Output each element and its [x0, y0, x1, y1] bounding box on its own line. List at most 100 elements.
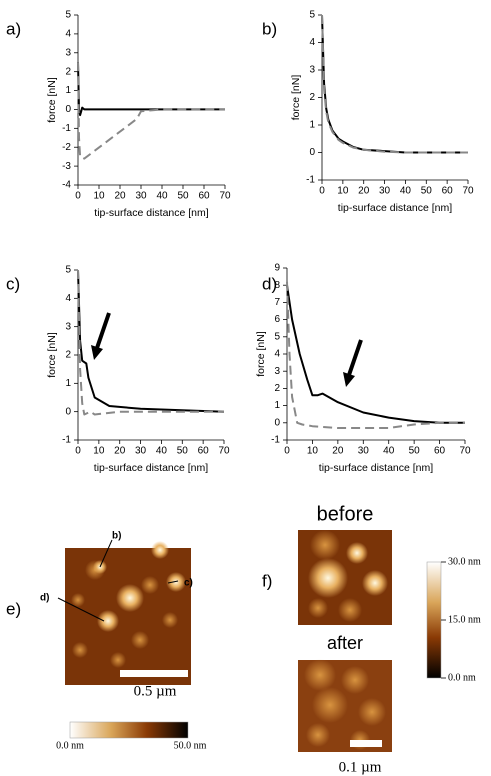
x-tick-label: 40 — [156, 191, 168, 202]
x-tick-label: 40 — [156, 446, 168, 457]
y-tick-label: -1 — [62, 435, 71, 446]
y-tick-label: 2 — [65, 350, 71, 361]
y-axis-title: force [nN] — [46, 77, 58, 123]
x-tick-label: 60 — [442, 186, 454, 197]
panel-label: c) — [6, 274, 20, 293]
y-tick-label: 4 — [309, 37, 315, 48]
y-tick-label: 2 — [309, 92, 315, 103]
x-tick-label: 10 — [93, 446, 105, 457]
x-tick-label: 30 — [358, 446, 370, 457]
force-curve — [77, 269, 225, 413]
colorbar-label: 50.0 nm — [174, 740, 207, 751]
y-axis-title: force [nN] — [255, 331, 267, 377]
x-tick-label: 30 — [135, 446, 147, 457]
x-tick-label: 0 — [75, 446, 81, 457]
panel-label: a) — [6, 19, 21, 38]
y-tick-label: 3 — [309, 65, 315, 76]
x-tick-label: 10 — [307, 446, 319, 457]
x-tick-label: 60 — [198, 446, 210, 457]
colorbar-label: 0.0 nm — [56, 740, 84, 751]
y-tick-label: 5 — [274, 331, 280, 342]
x-axis-title: tip-surface distance [nm] — [94, 462, 208, 474]
x-tick-label: 70 — [462, 186, 474, 197]
x-tick-label: 50 — [421, 186, 433, 197]
x-axis-title: tip-surface distance [nm] — [94, 207, 208, 219]
y-tick-label: 3 — [274, 366, 280, 377]
x-tick-label: 70 — [218, 446, 230, 457]
image-title: before — [317, 503, 374, 525]
y-tick-label: 0 — [65, 406, 71, 417]
x-tick-label: 0 — [319, 186, 325, 197]
y-tick-label: 1 — [309, 120, 315, 131]
colorbar-e — [69, 721, 189, 739]
scale-bar-label: 0.1 µm — [339, 759, 382, 775]
afm-image-before — [298, 530, 392, 625]
colorbar-f — [426, 561, 442, 679]
x-tick-label: 70 — [459, 446, 471, 457]
x-tick-label: 30 — [379, 186, 391, 197]
y-tick-label: 0 — [274, 417, 280, 428]
x-tick-label: 0 — [75, 191, 81, 202]
y-tick-label: -1 — [306, 175, 315, 186]
y-tick-label: -1 — [62, 123, 71, 134]
y-axis-title: force [nN] — [290, 75, 302, 121]
x-tick-label: 10 — [337, 186, 349, 197]
x-tick-label: 50 — [177, 191, 189, 202]
x-tick-label: 10 — [93, 191, 105, 202]
y-tick-label: -4 — [62, 180, 71, 191]
y-tick-label: 2 — [65, 66, 71, 77]
afm-image-after — [298, 659, 392, 752]
force-curve — [321, 14, 468, 154]
y-tick-label: -3 — [62, 161, 71, 172]
marker-label: d) — [40, 593, 49, 604]
colorbar-label: 15.0 nm — [448, 614, 481, 625]
y-tick-label: 4 — [274, 349, 280, 360]
y-axis-title: force [nN] — [46, 332, 58, 378]
x-tick-label: 40 — [400, 186, 412, 197]
x-tick-label: 0 — [284, 446, 290, 457]
y-tick-label: 4 — [65, 29, 71, 40]
force-curve — [77, 62, 225, 117]
x-axis-title: tip-surface distance [nm] — [319, 462, 433, 474]
x-tick-label: 60 — [434, 446, 446, 457]
marker-label: c) — [184, 578, 193, 589]
y-tick-label: 3 — [65, 47, 71, 58]
panel-label: d) — [262, 274, 277, 293]
y-tick-label: 4 — [65, 293, 71, 304]
x-tick-label: 50 — [409, 446, 421, 457]
y-tick-label: 5 — [309, 10, 315, 21]
y-tick-label: 6 — [274, 314, 280, 325]
scale-bar-label: 0.5 µm — [134, 683, 177, 699]
colorbar-label: 0.0 nm — [448, 672, 476, 683]
y-tick-label: 1 — [65, 378, 71, 389]
x-tick-label: 70 — [219, 191, 231, 202]
force-curve — [321, 14, 468, 154]
y-tick-label: 1 — [65, 85, 71, 96]
x-tick-label: 20 — [114, 191, 126, 202]
colorbar-label: 30.0 nm — [448, 556, 481, 567]
x-tick-label: 60 — [198, 191, 210, 202]
panel-label: e) — [6, 599, 21, 618]
x-tick-label: 30 — [135, 191, 147, 202]
y-tick-label: 0 — [65, 104, 71, 115]
x-tick-label: 20 — [114, 446, 126, 457]
y-tick-label: -2 — [62, 142, 71, 153]
y-tick-label: -1 — [271, 435, 280, 446]
afm-image-e — [57, 539, 191, 685]
y-tick-label: 8 — [274, 280, 280, 291]
panel-label: b) — [262, 19, 277, 38]
y-tick-label: 9 — [274, 263, 280, 274]
y-tick-label: 2 — [274, 383, 280, 394]
panel-label: f) — [262, 571, 272, 590]
x-tick-label: 40 — [383, 446, 395, 457]
x-tick-label: 20 — [358, 186, 370, 197]
force-curve — [286, 285, 465, 424]
force-curve — [286, 281, 465, 429]
force-curve — [77, 62, 225, 160]
y-tick-label: 1 — [274, 400, 280, 411]
arrows — [91, 312, 363, 387]
x-axis-title: tip-surface distance [nm] — [338, 202, 452, 214]
y-tick-label: 0 — [309, 147, 315, 158]
x-tick-label: 50 — [177, 446, 189, 457]
